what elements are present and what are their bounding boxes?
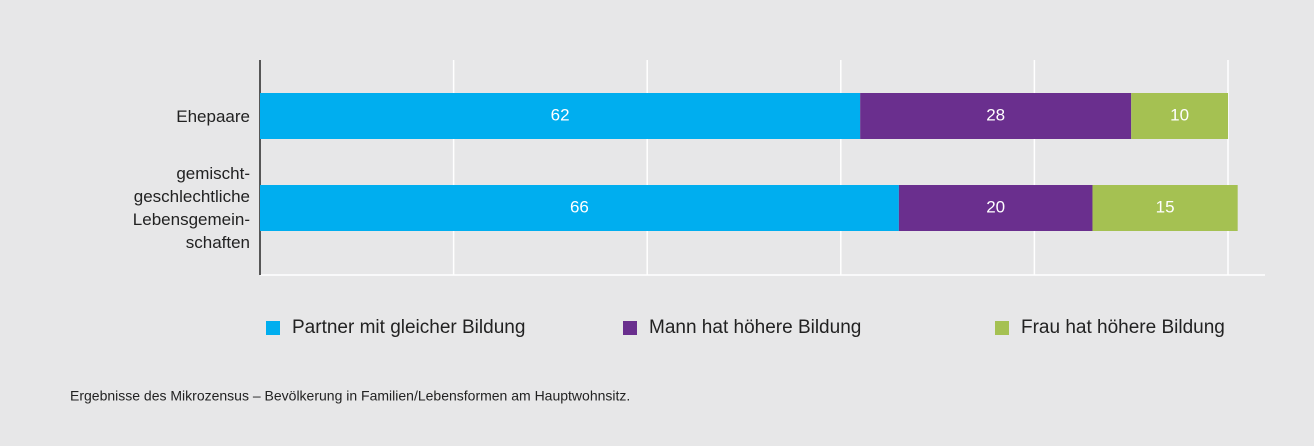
data-label: 20 [986,197,1005,216]
bar [860,93,1132,139]
data-label: 28 [986,105,1005,124]
data-label: 15 [1156,197,1175,216]
bar [1131,93,1228,139]
legend-label: Partner mit gleicher Bildung [292,317,525,338]
note: Ergebnisse des Mikrozensus – Bevölkerung… [70,388,630,404]
data-label: 62 [551,105,570,124]
legend-swatch [995,321,1009,335]
bar [898,185,1093,231]
data-label: 10 [1170,105,1189,124]
legend-swatch [623,321,637,335]
bar [260,185,899,231]
legend-label: Mann hat höhere Bildung [649,317,861,338]
legend-swatch [266,321,280,335]
legend-label: Frau hat höhere Bildung [1021,317,1225,338]
bar [260,93,861,139]
bar [1092,185,1238,231]
data-label: 66 [570,197,589,216]
category-label: gemischt- geschlechtliche Lebensgemein- … [132,164,250,252]
category-label: Ehepaare [176,106,250,126]
